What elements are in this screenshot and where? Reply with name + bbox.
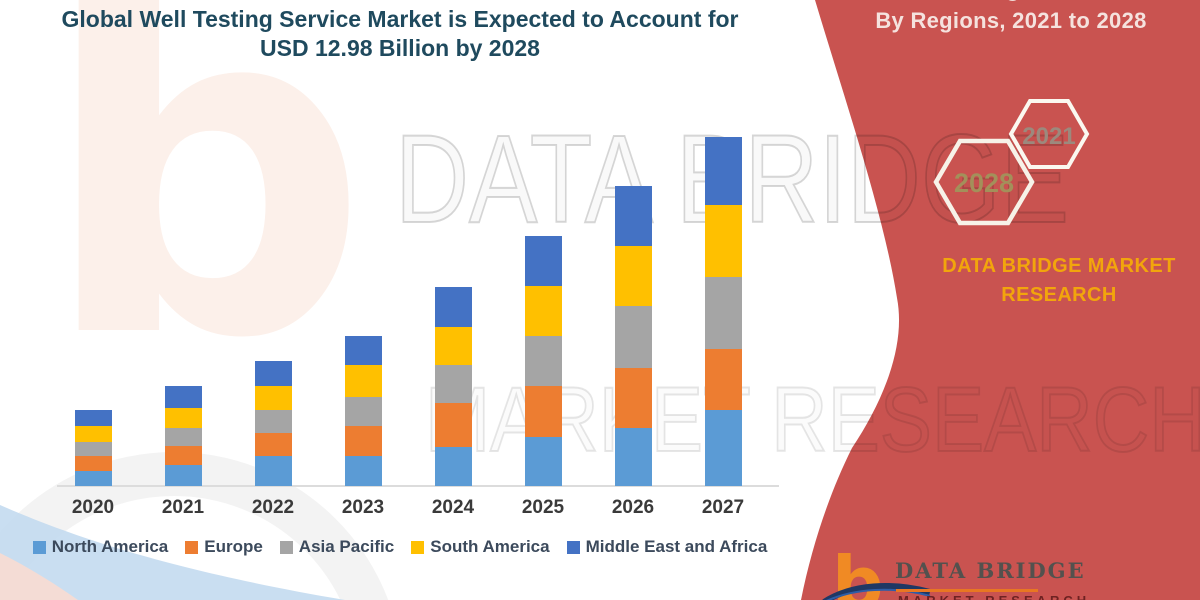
hexagon-2021-icon [1008,99,1090,169]
segment-2026-north-america [614,428,652,486]
segment-2024-europe [434,403,472,447]
segment-2022-north-america [254,456,292,486]
segment-2023-north-america [344,456,382,486]
logo-sub-text: MARKET RESEARCH [898,593,1090,600]
segment-2025-south-america [524,286,562,336]
bar-2026 [614,186,652,486]
segment-2027-europe [704,349,742,410]
chart-title-line2: USD 12.98 Billion by 2028 [260,34,540,61]
pink-b-watermark: b [40,0,370,439]
panel-heading-clipped: Well Testing Service Market, [845,0,1196,2]
logo-name-text: DATA BRIDGE [895,558,1086,583]
bar-2027 [704,137,742,486]
chart-title-line1: Global Well Testing Service Market is Ex… [61,6,739,32]
bar-2023 [344,336,382,486]
segment-2022-middle-east-and-africa [254,361,292,386]
x-axis-line [57,485,779,487]
segment-2021-europe [164,446,202,465]
panel-heading: By Regions, 2021 to 2028 [875,8,1147,33]
segment-2020-south-america [74,426,112,442]
x-axis-label-2020: 2020 [71,497,115,518]
bar-2024 [434,287,472,486]
bar-2021 [164,386,202,486]
x-axis-label-2026: 2026 [611,497,655,518]
chart-title: Global Well Testing Service Market is Ex… [30,5,770,63]
chart-legend: North America Europe Asia Pacific South Ame… [25,537,775,557]
segment-2023-south-america [344,365,382,397]
hexagon-2028-label: 2028 [954,168,1014,198]
legend-label: South America [430,537,550,556]
segment-2023-europe [344,426,382,456]
segment-2025-asia-pacific [524,336,562,386]
segment-2024-south-america [434,327,472,365]
legend-label: Europe [204,537,263,556]
segment-2020-asia-pacific [74,442,112,456]
x-axis-label-2023: 2023 [341,497,385,518]
legend-swatch-icon [279,540,293,554]
segment-2025-middle-east-and-africa [524,236,562,286]
legend-swatch-icon [566,540,580,554]
bar-2020 [74,410,112,486]
hexagon-2028-icon [933,138,1035,226]
segment-2021-middle-east-and-africa [164,386,202,408]
legend-item-middle-east-and-africa: Middle East and Africa [566,537,768,557]
segment-2027-north-america [704,410,742,486]
segment-2022-europe [254,433,292,456]
bar-2025 [524,236,562,486]
plot-area: 2020 2021 2022 2023 2024 2025 2026 2027 [57,137,779,518]
legend-item-asia-pacific: Asia Pacific [279,537,395,557]
legend-item-north-america: North America [32,537,169,557]
segment-2023-asia-pacific [344,397,382,426]
legend-label: Middle East and Africa [585,537,768,556]
x-axis-label-2027: 2027 [701,497,745,518]
brand-text: DATA BRIDGE MARKET RESEARCH [905,252,1200,310]
legend-item-south-america: South America [411,537,550,557]
x-axis-label-2025: 2025 [521,497,565,518]
segment-2025-europe [524,386,562,437]
segment-2026-middle-east-and-africa [614,186,652,246]
legend-swatch-icon [185,540,199,554]
segment-2024-middle-east-and-africa [434,287,472,327]
legend-item-europe: Europe [185,537,263,557]
segment-2024-asia-pacific [434,365,472,403]
x-axis-label-2021: 2021 [161,497,205,518]
segment-2027-middle-east-and-africa [704,137,742,205]
legend-swatch-icon [32,540,46,554]
segment-2023-middle-east-and-africa [344,336,382,365]
x-axis-label-2024: 2024 [431,497,475,518]
legend-swatch-icon [411,540,425,554]
red-panel-shape [801,0,1200,600]
segment-2021-north-america [164,465,202,486]
brand-line1: DATA BRIDGE MARKET [942,255,1176,277]
segment-2027-south-america [704,205,742,277]
segment-2022-asia-pacific [254,410,292,433]
legend-label: North America [51,537,169,556]
brand-line2: RESEARCH [1001,284,1117,306]
segment-2024-north-america [434,447,472,486]
segment-2026-europe [614,368,652,428]
segment-2020-middle-east-and-africa [74,410,112,426]
year-hexagons: 2028 2021 [933,99,1090,226]
hexagon-2021-label: 2021 [1022,123,1075,150]
segment-2021-south-america [164,408,202,428]
segment-2020-north-america [74,471,112,486]
segment-2022-south-america [254,386,292,410]
legend-label: Asia Pacific [298,537,395,556]
segment-2020-europe [74,456,112,471]
segment-2025-north-america [524,437,562,486]
segment-2021-asia-pacific [164,428,202,446]
segment-2026-asia-pacific [614,306,652,368]
bar-2022 [254,361,292,486]
logo-underline [896,589,1038,592]
segment-2026-south-america [614,246,652,306]
x-axis-label-2022: 2022 [251,497,295,518]
databridge-logo: b DATA BRIDGE MARKET RESEARCH [820,545,1190,600]
segment-2027-asia-pacific [704,277,742,349]
